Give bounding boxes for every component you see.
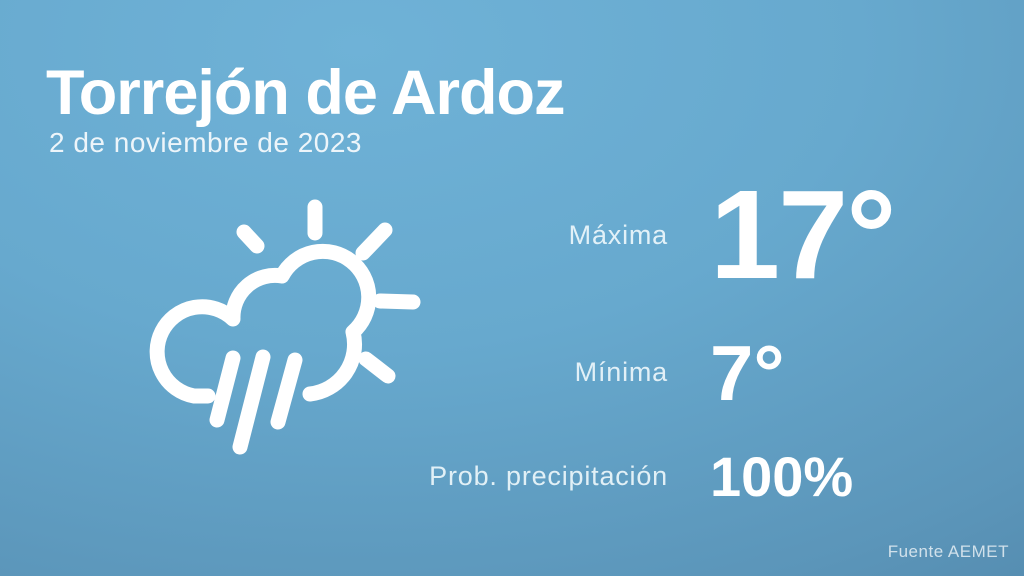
metric-value-prob-precipitacion: 100% — [710, 445, 854, 508]
metric-label-prob-precipitacion: Prob. precipitación — [429, 461, 668, 491]
source-attribution: Fuente AEMET — [887, 542, 1009, 561]
date-subtitle: 2 de noviembre de 2023 — [49, 127, 362, 158]
metric-value-maxima: 17° — [710, 164, 897, 305]
rain-streak-middle — [232, 349, 271, 455]
sun-ray-upper-right — [355, 222, 393, 261]
sun-ray-right — [372, 293, 421, 310]
metric-value-minima: 7° — [710, 329, 785, 417]
sun-ray-upper-left — [236, 224, 265, 254]
page-title: Torrejón de Ardoz — [46, 58, 565, 128]
metric-label-minima: Mínima — [574, 357, 668, 387]
metric-label-maxima: Máxima — [568, 220, 668, 250]
rain-streak-right — [270, 352, 303, 430]
sun-behind-rain-cloud-icon — [149, 199, 421, 455]
rain-streak-left — [209, 350, 241, 428]
cloud-and-sun-outline — [149, 243, 377, 404]
sun-ray-lower-right — [358, 351, 396, 384]
